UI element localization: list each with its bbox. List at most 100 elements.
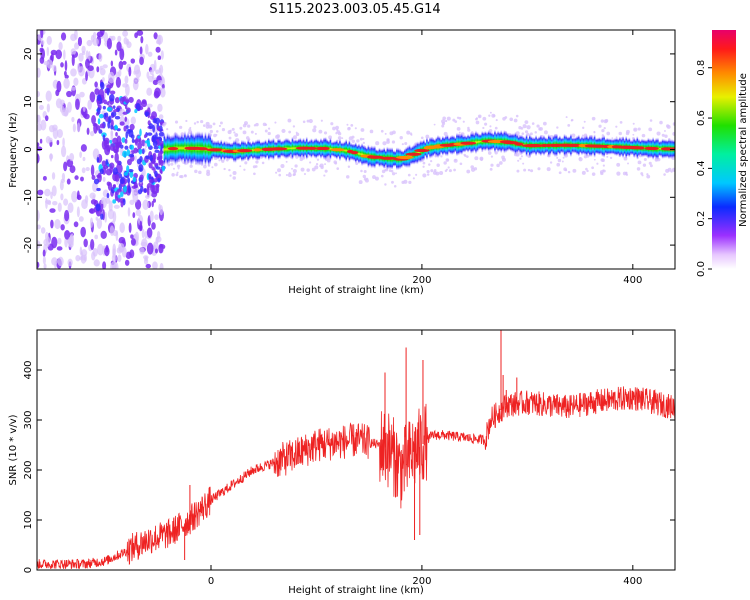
snr-frame bbox=[36, 329, 676, 571]
x-tick-label: 200 bbox=[412, 576, 431, 587]
noise-blob bbox=[62, 137, 65, 148]
halo-dot bbox=[206, 169, 210, 174]
x-tick-label: 400 bbox=[623, 576, 642, 587]
halo-dot bbox=[522, 162, 525, 165]
noise-blob bbox=[142, 199, 149, 211]
noise-blob bbox=[157, 79, 164, 86]
noise-blob bbox=[60, 224, 65, 231]
noise-blob bbox=[126, 165, 130, 174]
halo-dot bbox=[509, 117, 514, 122]
noise-blob bbox=[152, 134, 157, 142]
x-tick-label: 0 bbox=[208, 576, 214, 587]
halo-dot bbox=[228, 168, 231, 172]
halo-dot bbox=[611, 137, 614, 140]
halo-dot bbox=[218, 159, 221, 162]
colorbar: 0.0 0.2 0.4 0.6 0.8 Normalized spectral ampl… bbox=[696, 30, 749, 277]
halo-dot bbox=[459, 162, 463, 166]
noise-blob bbox=[121, 137, 126, 143]
ridge-core bbox=[295, 146, 312, 150]
halo-dot bbox=[363, 177, 368, 181]
halo-dot bbox=[179, 125, 183, 129]
halo-dot bbox=[627, 162, 629, 165]
noise-blob bbox=[63, 49, 66, 60]
colorbar-tick-label: 0.8 bbox=[696, 60, 707, 76]
noise-blob bbox=[161, 165, 166, 172]
halo-dot bbox=[315, 163, 319, 166]
noise-blob bbox=[112, 167, 118, 175]
halo-dot bbox=[433, 123, 436, 126]
y-tick-label: 0 bbox=[23, 146, 34, 152]
noise-blob bbox=[127, 177, 131, 184]
noise-blob bbox=[78, 216, 84, 222]
noise-blob bbox=[79, 151, 82, 159]
halo-dot bbox=[664, 134, 668, 138]
noise-blob bbox=[137, 135, 141, 139]
noise-blob bbox=[115, 76, 121, 88]
halo-dot bbox=[640, 172, 644, 176]
halo-dot bbox=[664, 130, 666, 132]
halo-dot bbox=[586, 169, 589, 173]
noise-blob bbox=[63, 161, 68, 172]
ridge-core bbox=[206, 148, 225, 152]
noise-blob bbox=[87, 99, 92, 110]
noise-blob bbox=[132, 192, 139, 203]
noise-blob bbox=[137, 189, 143, 195]
halo-dot bbox=[171, 173, 175, 177]
halo-dot bbox=[277, 168, 281, 173]
halo-dot bbox=[641, 133, 646, 138]
noise-blob bbox=[106, 181, 111, 187]
noise-blob bbox=[37, 240, 41, 249]
noise-blob bbox=[38, 104, 44, 111]
noise-blob bbox=[95, 216, 98, 221]
halo-dot bbox=[275, 171, 278, 174]
halo-dot bbox=[341, 137, 344, 140]
ridge-core bbox=[367, 155, 384, 159]
noise-blob bbox=[69, 153, 75, 162]
noise-blob bbox=[89, 91, 96, 103]
halo-dot bbox=[516, 169, 520, 173]
halo-dot bbox=[221, 128, 226, 132]
noise-blob bbox=[99, 67, 106, 76]
halo-dot bbox=[501, 155, 505, 160]
halo-dot bbox=[603, 119, 608, 124]
halo-dot bbox=[211, 166, 214, 169]
noise-blob bbox=[49, 208, 56, 213]
halo-dot bbox=[320, 119, 323, 122]
halo-dot bbox=[515, 152, 520, 157]
noise-blob bbox=[130, 58, 136, 64]
halo-dot bbox=[291, 167, 293, 170]
halo-dot bbox=[600, 119, 605, 123]
noise-blob bbox=[77, 36, 83, 47]
noise-blob bbox=[76, 190, 80, 200]
noise-blob bbox=[64, 209, 70, 222]
noise-blob bbox=[85, 71, 88, 82]
noise-blob bbox=[69, 165, 76, 174]
halo-dot bbox=[454, 120, 458, 123]
noise-blob bbox=[155, 166, 161, 170]
noise-blob bbox=[91, 175, 96, 181]
ridge-core bbox=[514, 142, 524, 146]
halo-dot bbox=[591, 166, 594, 170]
halo-dot bbox=[446, 116, 451, 121]
noise-blob bbox=[128, 222, 132, 234]
noise-blob bbox=[159, 168, 163, 174]
halo-dot bbox=[324, 169, 328, 173]
halo-dot bbox=[292, 173, 296, 177]
noise-blob bbox=[74, 30, 78, 40]
halo-dot bbox=[214, 162, 218, 167]
ridge-strip bbox=[291, 136, 294, 160]
noise-blob bbox=[113, 204, 120, 209]
halo-dot bbox=[601, 129, 605, 133]
halo-dot bbox=[456, 126, 461, 131]
halo-dot bbox=[543, 130, 548, 135]
halo-dot bbox=[467, 128, 471, 132]
noise-blob bbox=[44, 188, 51, 197]
noise-blob bbox=[61, 109, 69, 117]
halo-dot bbox=[557, 158, 562, 163]
noise-blob bbox=[139, 220, 143, 231]
colorbar-tick-label: 0.6 bbox=[696, 110, 707, 126]
halo-dot bbox=[625, 129, 630, 134]
halo-dot bbox=[231, 127, 235, 131]
halo-dot bbox=[202, 124, 206, 127]
noise-blob bbox=[81, 167, 86, 174]
